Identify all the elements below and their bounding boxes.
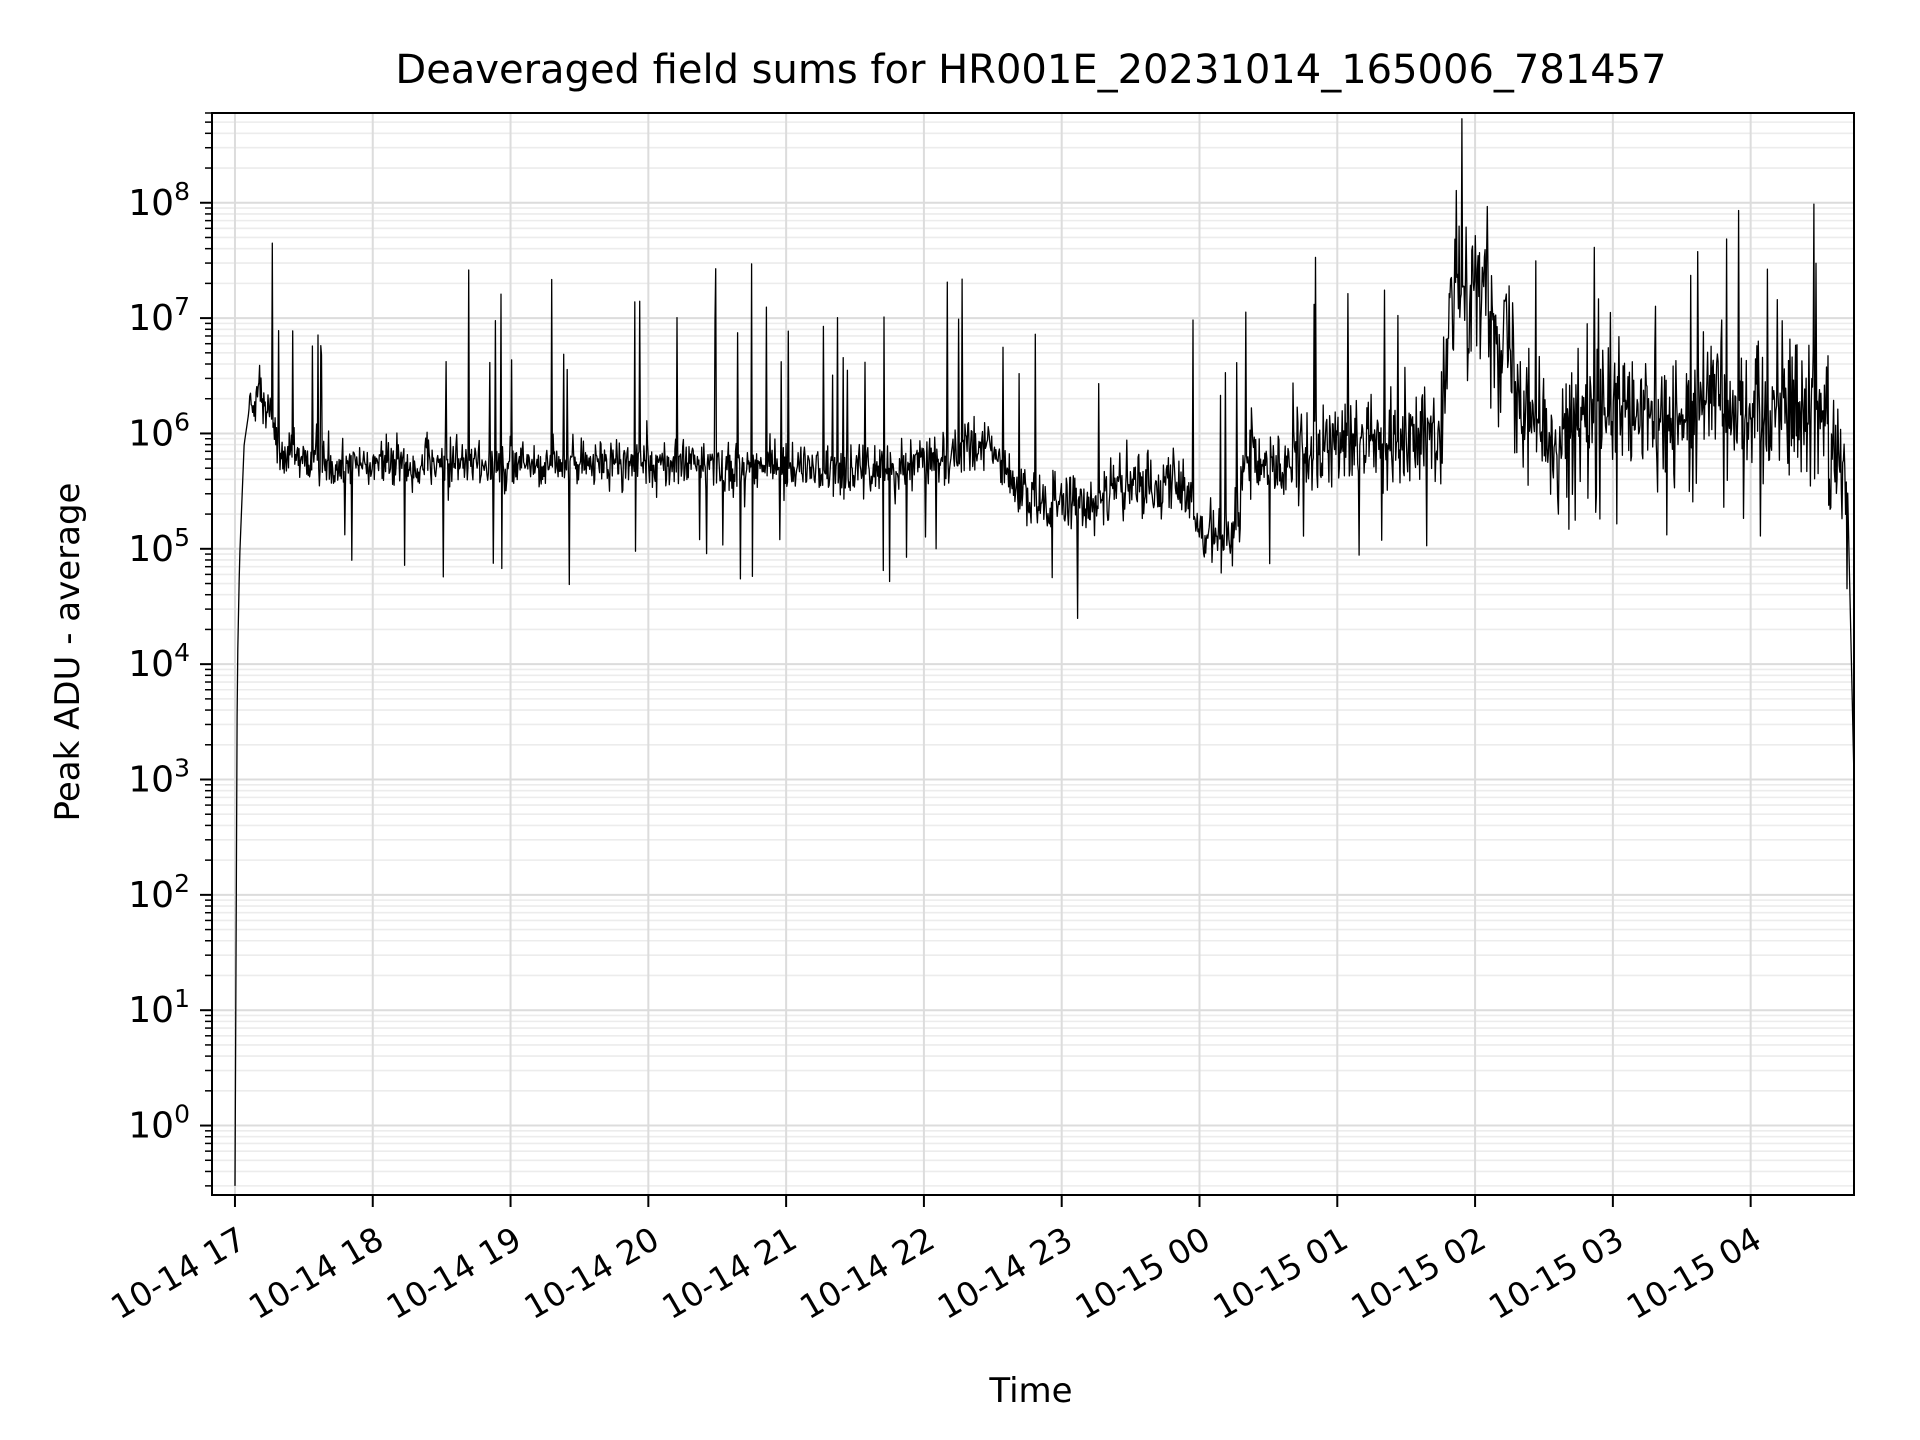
y-tick-label: 108 [128, 177, 190, 224]
y-tick-label: 105 [128, 523, 190, 570]
y-tick-label: 103 [128, 754, 190, 801]
y-tick-label: 106 [128, 407, 190, 454]
y-tick-label: 102 [128, 869, 190, 916]
series-line-0 [234, 118, 1855, 1186]
y-tick-label: 104 [128, 638, 190, 685]
y-tick-label: 107 [128, 292, 190, 339]
x-axis-label: Time [988, 1371, 1072, 1411]
y-tick-label: 101 [128, 984, 190, 1031]
grid [212, 112, 1854, 1195]
chart-title: Deaveraged field sums for HR001E_2023101… [395, 47, 1666, 93]
y-tick-label: 100 [128, 1100, 190, 1147]
y-axis-label: Peak ADU - average [48, 483, 88, 822]
series-layer [234, 118, 1855, 1186]
plot-frame [211, 112, 1855, 1196]
